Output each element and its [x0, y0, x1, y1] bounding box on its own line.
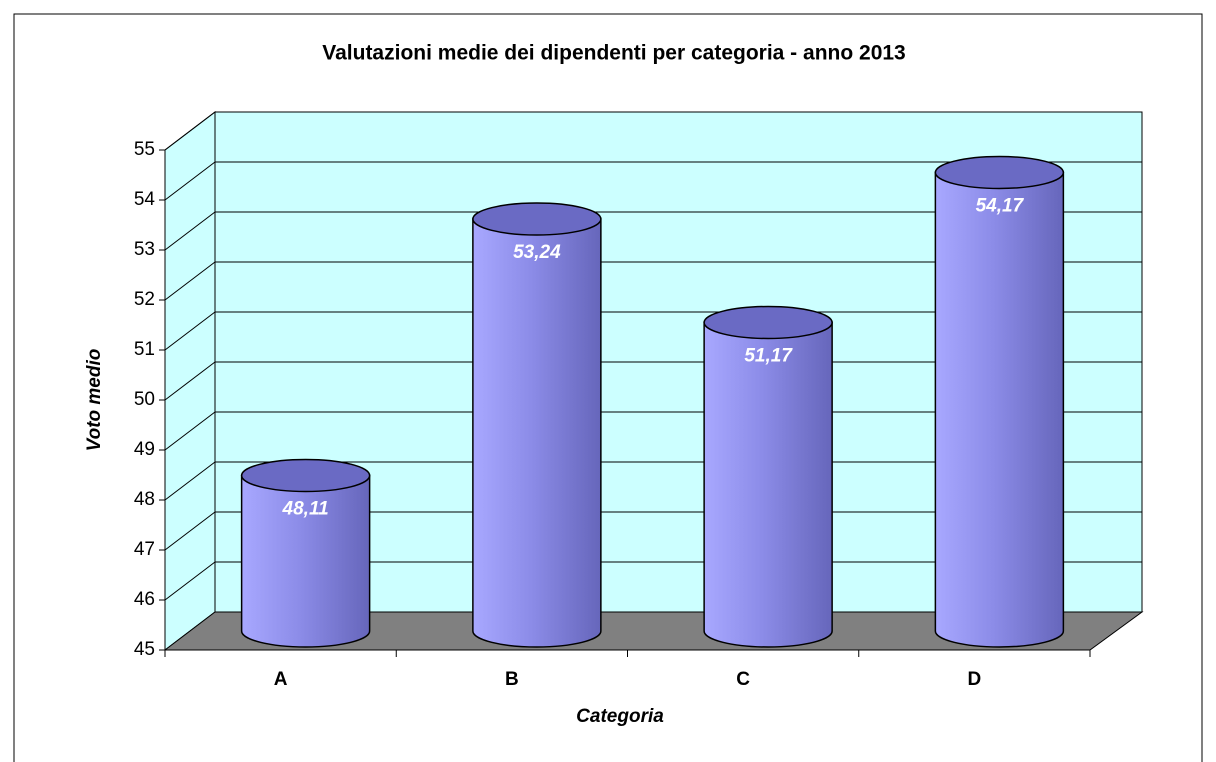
grid-line — [164, 311, 216, 351]
y-tick-label: 54 — [134, 189, 156, 210]
grid-line — [164, 411, 216, 451]
y-axis-label: Voto medio — [84, 349, 105, 452]
grid-line — [164, 361, 216, 401]
y-tick-label: 46 — [134, 589, 155, 610]
y-tick-label: 50 — [134, 389, 155, 410]
grid-line — [164, 511, 216, 551]
y-tick-label: 48 — [134, 489, 155, 510]
bar-top — [240, 458, 371, 493]
value-label: 54,17 — [976, 196, 1025, 217]
value-label: 51,17 — [744, 346, 793, 367]
bar — [703, 321, 833, 648]
bar — [240, 474, 371, 648]
x-axis-label: Categoria — [576, 706, 664, 727]
y-tick-label: 55 — [134, 139, 155, 160]
bar — [472, 218, 602, 648]
y-tick-label: 51 — [134, 339, 155, 360]
grid-line — [164, 461, 216, 501]
bar-top — [934, 155, 1065, 190]
grid-line — [164, 561, 216, 601]
y-tick-label: 52 — [134, 289, 155, 310]
bar — [934, 171, 1065, 648]
chart-title: Valutazioni medie dei dipendenti per cat… — [322, 42, 905, 65]
x-tick-label: D — [968, 669, 982, 690]
x-tick-label: B — [505, 669, 519, 690]
bar-top — [703, 305, 833, 340]
grid-line — [164, 211, 216, 251]
x-tick-label: C — [736, 669, 750, 690]
value-label: 53,24 — [513, 242, 561, 263]
bar-top — [472, 202, 602, 236]
grid-line — [164, 161, 216, 201]
grid-line — [164, 111, 216, 151]
y-tick-label: 53 — [134, 239, 155, 260]
y-tick-label: 49 — [134, 439, 155, 460]
y-tick-label: 45 — [134, 639, 155, 660]
y-tick-label: 47 — [134, 539, 155, 560]
grid-line — [164, 261, 216, 301]
value-label: 48,11 — [282, 499, 329, 520]
x-tick-label: A — [274, 669, 288, 690]
